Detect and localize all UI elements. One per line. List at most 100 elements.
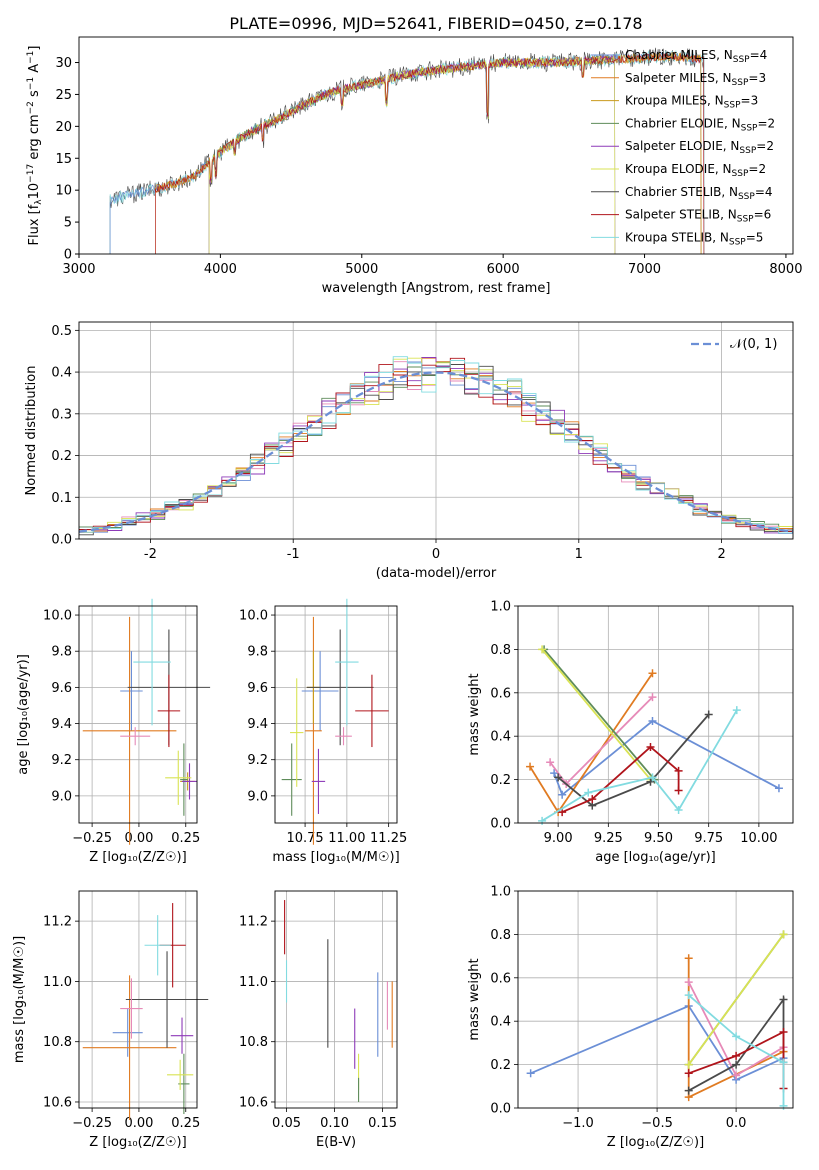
x-tick-label: 0.10 bbox=[320, 1116, 349, 1131]
axes-frame bbox=[517, 890, 794, 1109]
x-tick-label: 0.00 bbox=[124, 1116, 153, 1131]
weight-marker-KS bbox=[674, 805, 683, 814]
legend-label: Salpeter STELIB, NSSP=6 bbox=[625, 208, 771, 225]
spectrum-line-CM bbox=[109, 51, 702, 255]
x-tick-label: 0.25 bbox=[171, 831, 200, 846]
x-tick-label: -1 bbox=[287, 547, 300, 562]
y-tick-label: 9.0 bbox=[51, 789, 72, 804]
y-tick-label: 10 bbox=[55, 184, 72, 199]
panel-age_vs_Z: −0.25 0.00 0.25 9.0 9.2 9.4 9.6 9.8 10.0 Z [log₁₀… bbox=[16, 598, 211, 865]
x-tick-label: 8000 bbox=[769, 262, 802, 277]
y-tick-label: 9.0 bbox=[247, 789, 268, 804]
x-tick-label: 1 bbox=[575, 547, 583, 562]
y-tick-label: 0.4 bbox=[490, 1015, 511, 1030]
y-tick-label: 0.3 bbox=[51, 407, 72, 422]
x-axis-label: (data-model)/error bbox=[376, 566, 497, 581]
x-axis-label: Z [log₁₀(Z/Z☉)] bbox=[89, 1135, 186, 1150]
y-tick-label: 0.6 bbox=[490, 971, 511, 986]
y-tick-label: 9.4 bbox=[51, 717, 72, 732]
spectrum-line-KM bbox=[155, 51, 702, 255]
x-tick-label: −0.25 bbox=[72, 1116, 112, 1131]
y-tick-label: 10.6 bbox=[239, 1095, 268, 1110]
weight-marker-KS bbox=[779, 1101, 788, 1110]
weight-line-KE bbox=[541, 648, 652, 781]
weight-marker-SM bbox=[648, 669, 657, 678]
x-tick-label: 4000 bbox=[204, 262, 237, 277]
y-tick-label: 25 bbox=[55, 88, 72, 103]
weight-marker-pink bbox=[648, 693, 657, 702]
plot-layer: 3000 4000 5000 6000 7000 8000051015202530Chab… bbox=[12, 36, 802, 1150]
weight-marker-KS bbox=[732, 1032, 741, 1041]
x-tick-label: 7000 bbox=[628, 262, 661, 277]
weight-marker-pink bbox=[732, 1071, 741, 1080]
weight-marker-KS bbox=[538, 816, 547, 825]
legend-label: Chabrier ELODIE, NSSP=2 bbox=[625, 116, 775, 133]
y-tick-label: 0.4 bbox=[490, 730, 511, 745]
y-axis-label: mass weight bbox=[467, 673, 482, 755]
y-tick-label: 10.8 bbox=[239, 1035, 268, 1050]
x-tick-label: −0.25 bbox=[72, 831, 112, 846]
panel-residuals: -2 -1 0 1 2 0.0 0.1 0.2 0.3 0.4 0.5 𝒩(0, 1) (data-mo… bbox=[24, 321, 794, 581]
x-tick-label: 10.00 bbox=[740, 831, 777, 846]
weight-marker-SM bbox=[684, 954, 693, 963]
axes-frame bbox=[274, 890, 398, 1109]
weight-marker-CM bbox=[558, 790, 567, 799]
y-tick-label: 0.0 bbox=[490, 1102, 511, 1117]
y-tick-label: 11.0 bbox=[239, 975, 268, 990]
spectrum-line-SE bbox=[208, 55, 616, 255]
weight-marker-KE bbox=[538, 645, 547, 654]
weight-marker-SS bbox=[779, 1028, 788, 1037]
legend-label: Kroupa STELIB, NSSP=5 bbox=[625, 230, 763, 247]
y-tick-label: 9.6 bbox=[51, 681, 72, 696]
weight-marker-CM bbox=[526, 1069, 535, 1078]
weight-marker-SM bbox=[526, 762, 535, 771]
weight-line-KE bbox=[687, 933, 785, 1066]
weight-marker-SS bbox=[588, 795, 597, 804]
weight-marker-KS bbox=[732, 706, 741, 715]
weight-marker-pink bbox=[546, 758, 555, 767]
spectrum-line-CE bbox=[208, 55, 616, 255]
x-tick-label: 0.00 bbox=[124, 831, 153, 846]
y-tick-label: 0.4 bbox=[51, 366, 72, 381]
x-tick-label: −0.5 bbox=[641, 1116, 673, 1131]
y-tick-label: 1.0 bbox=[490, 600, 511, 615]
x-tick-label: 0.05 bbox=[272, 1116, 301, 1131]
x-tick-label: 9.50 bbox=[644, 831, 673, 846]
weight-marker-CM bbox=[648, 717, 657, 726]
x-tick-label: -2 bbox=[144, 547, 157, 562]
x-tick-label: 10.75 bbox=[286, 831, 323, 846]
x-axis-label: Z [log₁₀(Z/Z☉)] bbox=[607, 1135, 704, 1150]
axes-frame bbox=[78, 890, 198, 1109]
panel-mass_vs_EBV: 0.05 0.10 0.15 10.6 10.8 11.0 11.2 E(B-V) bbox=[239, 890, 398, 1150]
weight-line-CM bbox=[553, 719, 780, 797]
weight-marker-SS bbox=[732, 1051, 741, 1060]
x-tick-label: −1.0 bbox=[562, 1116, 594, 1131]
x-tick-label: 5000 bbox=[345, 262, 378, 277]
weight-marker-KS bbox=[684, 991, 693, 1000]
y-tick-label: 0.2 bbox=[51, 449, 72, 464]
y-tick-label: 0.5 bbox=[51, 324, 72, 339]
y-tick-label: 11.0 bbox=[43, 975, 72, 990]
y-axis-label: mass [log₁₀(M/M☉)] bbox=[12, 936, 27, 1063]
y-tick-label: 1.0 bbox=[490, 885, 511, 900]
y-axis-label: Flux [fλ10−17 erg cm−2 s−1 A−1] bbox=[26, 46, 44, 246]
weight-marker-KE bbox=[684, 1060, 693, 1069]
y-tick-label: 9.4 bbox=[247, 717, 268, 732]
weight-line-CE bbox=[543, 648, 656, 781]
weight-marker-CS bbox=[704, 710, 713, 719]
x-tick-label: 3000 bbox=[62, 262, 95, 277]
legend-label: Chabrier STELIB, NSSP=4 bbox=[625, 185, 773, 202]
y-tick-label: 0.8 bbox=[490, 928, 511, 943]
x-axis-label: E(B-V) bbox=[316, 1135, 356, 1150]
y-tick-label: 9.2 bbox=[51, 753, 72, 768]
x-tick-label: 9.25 bbox=[594, 831, 623, 846]
weight-marker-SS bbox=[684, 1069, 693, 1078]
x-tick-label: 2 bbox=[717, 547, 725, 562]
y-tick-label: 15 bbox=[55, 152, 72, 167]
weight-marker-SS bbox=[674, 766, 683, 775]
weight-marker-KE bbox=[779, 930, 788, 939]
y-axis-label: age [log₁₀(age/yr)] bbox=[16, 654, 31, 775]
y-tick-label: 10.0 bbox=[239, 609, 268, 624]
weight-marker-KS bbox=[779, 1058, 788, 1067]
